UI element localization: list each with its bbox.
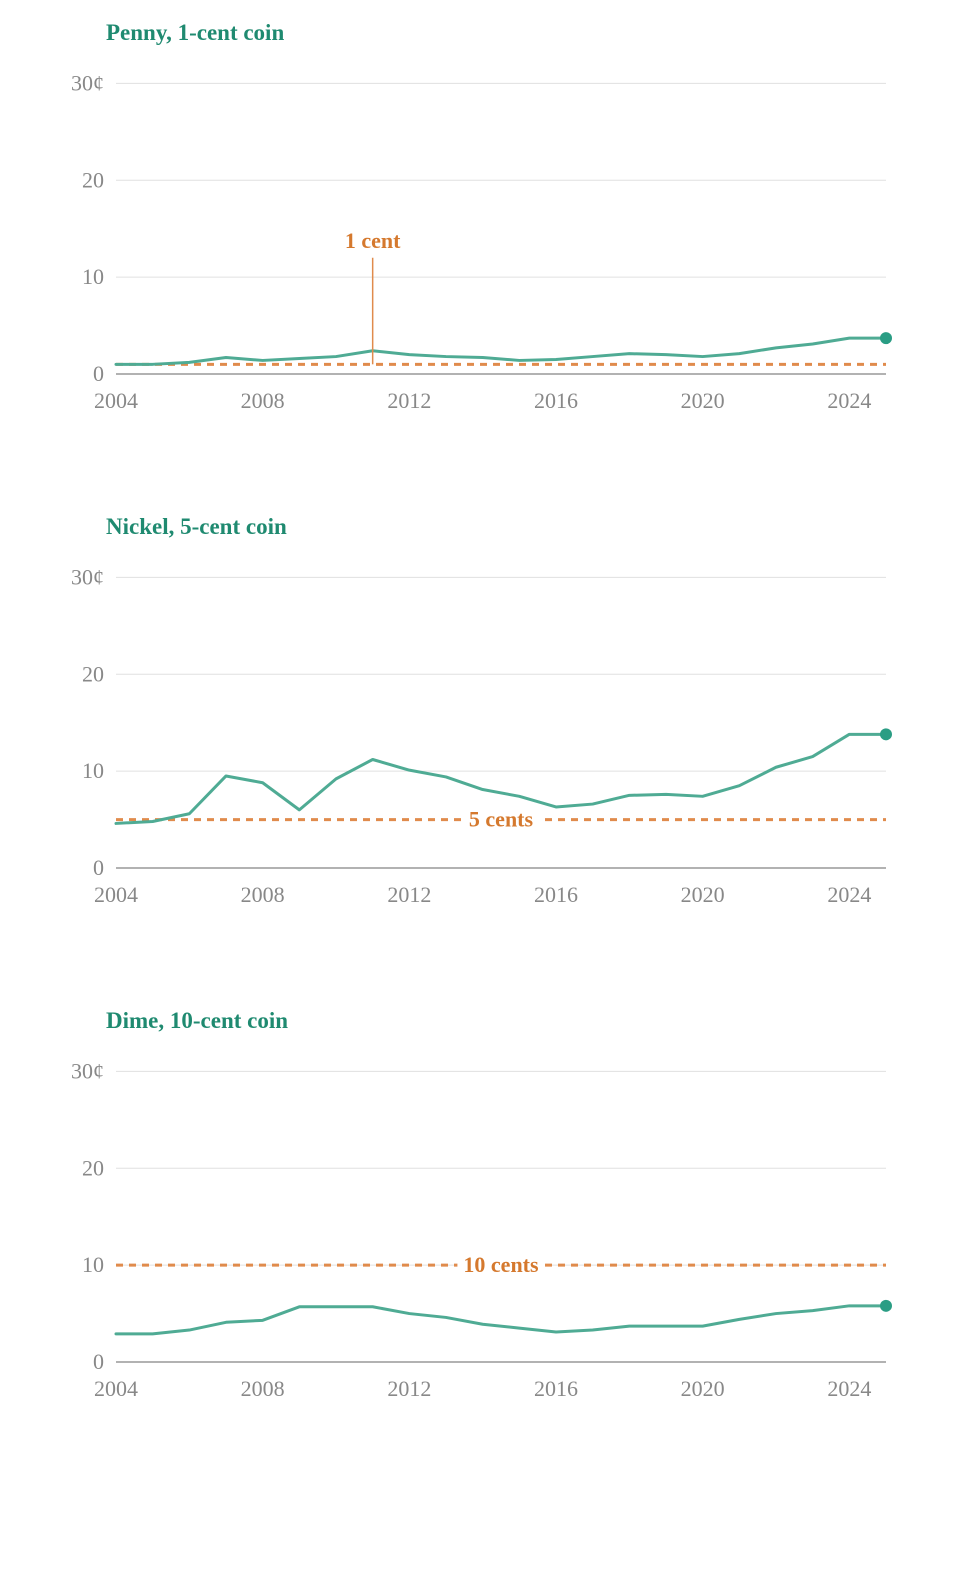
x-tick-label: 2012 (387, 1376, 431, 1401)
y-tick-label: 10 (82, 1252, 104, 1277)
series-line (116, 1306, 886, 1334)
series-endpoint-dot (880, 332, 892, 344)
y-tick-label: 0 (93, 1349, 104, 1374)
chart-svg: 0 10 20 30¢ 1 cent 2004 2008 2012 2016 2020 2024 (70, 54, 910, 474)
x-tick-label: 2008 (241, 388, 285, 413)
y-tick-label: 30¢ (71, 1058, 104, 1083)
x-tick-label: 2012 (387, 882, 431, 907)
reference-label: 5 cents (469, 807, 534, 832)
y-tick-label: 20 (82, 661, 104, 686)
series-endpoint-dot (880, 728, 892, 740)
x-tick-label: 2024 (827, 1376, 871, 1401)
x-tick-label: 2008 (241, 1376, 285, 1401)
chart-svg: 0 10 20 30¢ 5 cents 2004 2008 2012 2016 2020 2024 (70, 548, 910, 968)
x-tick-label: 2016 (534, 388, 578, 413)
x-tick-label: 2016 (534, 1376, 578, 1401)
chart-panel-nickel: Nickel, 5-cent coin 0 10 20 30¢ 5 cents 2004 20… (70, 514, 910, 968)
x-tick-label: 2004 (94, 882, 138, 907)
chart-title: Dime, 10-cent coin (106, 1008, 910, 1034)
y-tick-label: 20 (82, 167, 104, 192)
series-endpoint-dot (880, 1300, 892, 1312)
x-tick-label: 2012 (387, 388, 431, 413)
y-tick-label: 0 (93, 361, 104, 386)
y-tick-label: 10 (82, 758, 104, 783)
reference-label: 1 cent (345, 228, 401, 253)
x-tick-label: 2020 (681, 882, 725, 907)
y-tick-label: 0 (93, 855, 104, 880)
x-tick-label: 2004 (94, 1376, 138, 1401)
x-tick-label: 2020 (681, 1376, 725, 1401)
x-tick-label: 2024 (827, 388, 871, 413)
x-tick-label: 2020 (681, 388, 725, 413)
chart-title: Nickel, 5-cent coin (106, 514, 910, 540)
reference-label: 10 cents (463, 1252, 539, 1277)
x-tick-label: 2024 (827, 882, 871, 907)
y-tick-label: 30¢ (71, 70, 104, 95)
y-tick-label: 20 (82, 1155, 104, 1180)
y-tick-label: 30¢ (71, 564, 104, 589)
chart-panel-dime: Dime, 10-cent coin 0 10 20 30¢ 10 cents 2004 20… (70, 1008, 910, 1462)
x-tick-label: 2004 (94, 388, 138, 413)
chart-panel-penny: Penny, 1-cent coin 0 10 20 30¢ 1 cent 2004 2008… (70, 20, 910, 474)
chart-title: Penny, 1-cent coin (106, 20, 910, 46)
chart-svg: 0 10 20 30¢ 10 cents 2004 2008 2012 2016 2020 2024 (70, 1042, 910, 1462)
series-line (116, 338, 886, 364)
x-tick-label: 2016 (534, 882, 578, 907)
y-tick-label: 10 (82, 264, 104, 289)
x-tick-label: 2008 (241, 882, 285, 907)
